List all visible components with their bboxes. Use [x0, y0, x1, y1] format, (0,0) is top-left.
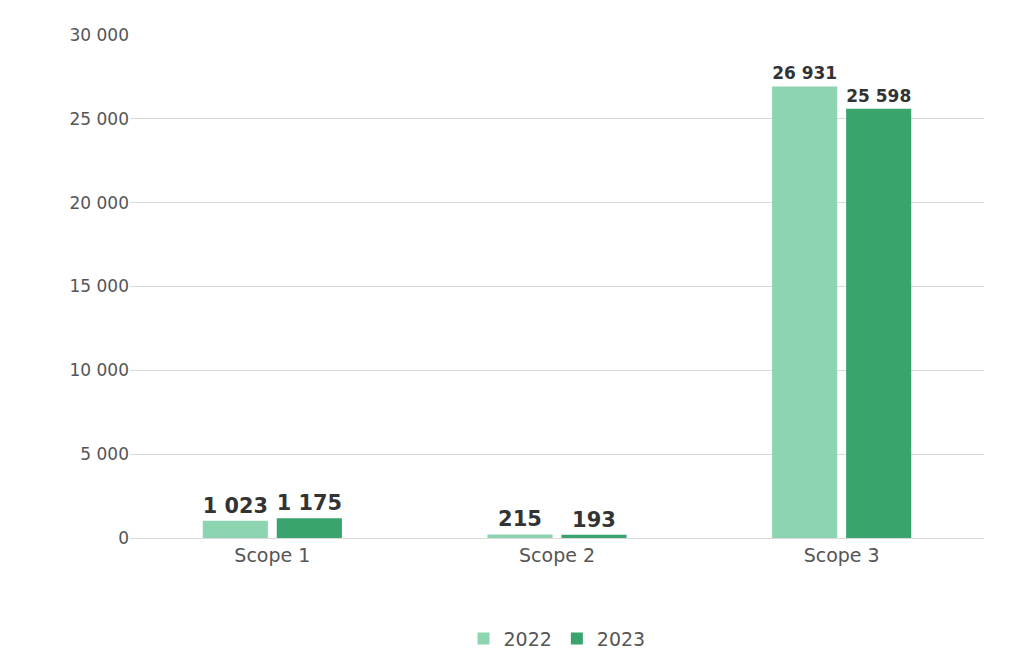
svg-text:20 000: 20 000 — [70, 193, 129, 213]
svg-text:193: 193 — [572, 508, 616, 532]
svg-text:1 023: 1 023 — [203, 494, 268, 518]
svg-text:15 000: 15 000 — [70, 276, 129, 296]
svg-text:215: 215 — [498, 507, 542, 531]
svg-text:10 000: 10 000 — [70, 360, 129, 380]
svg-text:25 598: 25 598 — [846, 86, 911, 106]
svg-text:5 000: 5 000 — [80, 444, 129, 464]
svg-text:2023: 2023 — [597, 628, 645, 650]
svg-text:Scope 1: Scope 1 — [234, 544, 310, 566]
svg-text:25 000: 25 000 — [70, 109, 129, 129]
svg-text:0: 0 — [118, 528, 129, 548]
svg-text:Scope 2: Scope 2 — [519, 544, 595, 566]
svg-text:2022: 2022 — [504, 628, 552, 650]
svg-text:30 000: 30 000 — [70, 25, 129, 45]
svg-text:26 931: 26 931 — [772, 63, 837, 83]
svg-text:1 175: 1 175 — [277, 491, 342, 515]
svg-text:Scope 3: Scope 3 — [804, 544, 880, 566]
